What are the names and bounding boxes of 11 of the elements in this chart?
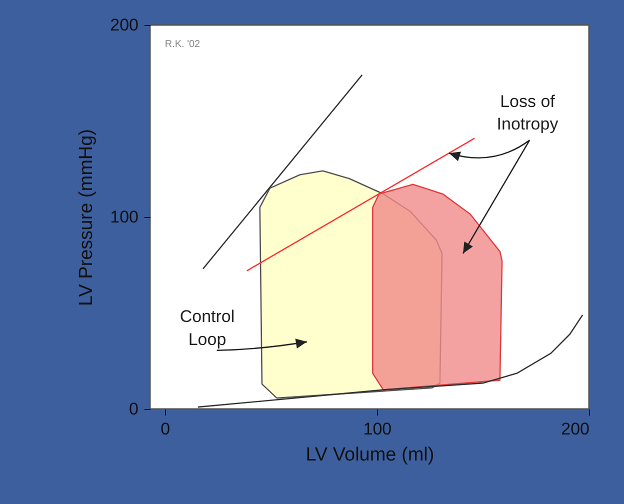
y-tick-label: 100: [110, 208, 138, 226]
x-tick-label: 200: [561, 420, 590, 438]
x-tick-label: 100: [363, 420, 392, 438]
y-tick-label: 0: [129, 400, 138, 418]
y-axis-title: LV Pressure (mmHg): [76, 128, 98, 306]
annotation: Control Loop: [180, 306, 235, 349]
x-axis-title: LV Volume (ml): [306, 444, 434, 466]
y-tick-label: 200: [110, 16, 138, 34]
x-tick-label: 0: [160, 420, 170, 438]
annotation: R.K. '02: [164, 39, 201, 50]
annotation: Loss of Inotropy: [496, 92, 559, 134]
